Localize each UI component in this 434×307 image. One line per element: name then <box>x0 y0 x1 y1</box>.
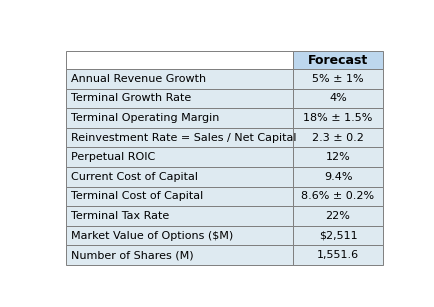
Text: Terminal Cost of Capital: Terminal Cost of Capital <box>71 191 203 201</box>
Bar <box>66 226 293 245</box>
Bar <box>66 206 293 226</box>
Text: 12%: 12% <box>326 152 350 162</box>
Bar <box>293 167 383 187</box>
Bar <box>293 128 383 147</box>
Bar <box>293 245 383 265</box>
Bar <box>66 128 293 147</box>
Text: 18% ± 1.5%: 18% ± 1.5% <box>303 113 373 123</box>
Bar <box>66 147 293 167</box>
Bar <box>66 108 293 128</box>
Bar <box>66 52 293 69</box>
Text: Forecast: Forecast <box>308 54 368 67</box>
Bar <box>293 147 383 167</box>
Text: Terminal Tax Rate: Terminal Tax Rate <box>71 211 169 221</box>
Bar <box>293 108 383 128</box>
Text: $2,511: $2,511 <box>319 231 357 241</box>
Text: 5% ± 1%: 5% ± 1% <box>312 74 364 84</box>
Text: 4%: 4% <box>329 93 347 103</box>
Bar <box>293 226 383 245</box>
Bar <box>293 206 383 226</box>
Bar <box>293 187 383 206</box>
Text: 2.3 ± 0.2: 2.3 ± 0.2 <box>312 133 364 142</box>
Bar <box>293 52 383 69</box>
Text: Terminal Growth Rate: Terminal Growth Rate <box>71 93 191 103</box>
Text: 9.4%: 9.4% <box>324 172 352 182</box>
Text: Market Value of Options ($M): Market Value of Options ($M) <box>71 231 233 241</box>
Bar <box>293 69 383 89</box>
Text: Perpetual ROIC: Perpetual ROIC <box>71 152 155 162</box>
Bar <box>66 69 293 89</box>
Text: Reinvestment Rate = Sales / Net Capital: Reinvestment Rate = Sales / Net Capital <box>71 133 296 142</box>
Bar <box>66 245 293 265</box>
Text: Current Cost of Capital: Current Cost of Capital <box>71 172 198 182</box>
Bar <box>66 89 293 108</box>
Text: 1,551.6: 1,551.6 <box>317 250 359 260</box>
Text: Number of Shares (M): Number of Shares (M) <box>71 250 194 260</box>
Text: 22%: 22% <box>326 211 350 221</box>
Bar <box>293 89 383 108</box>
Bar <box>66 187 293 206</box>
Text: 8.6% ± 0.2%: 8.6% ± 0.2% <box>302 191 375 201</box>
Bar <box>66 167 293 187</box>
Text: Annual Revenue Growth: Annual Revenue Growth <box>71 74 206 84</box>
Text: Terminal Operating Margin: Terminal Operating Margin <box>71 113 220 123</box>
